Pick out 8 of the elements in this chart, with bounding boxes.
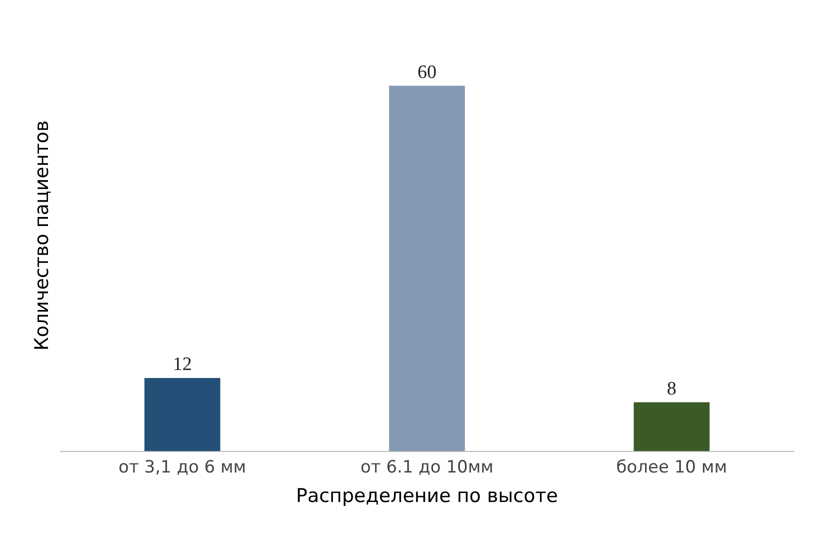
y-axis-title: Количество пациентов bbox=[30, 120, 53, 351]
data-label: 60 bbox=[418, 62, 436, 83]
data-label: 12 bbox=[172, 354, 192, 375]
data-label: 8 bbox=[666, 378, 676, 400]
x-axis-title: Распределение по высоте bbox=[296, 485, 558, 508]
x-tick-label: от 6.1 до 10мм bbox=[360, 457, 494, 478]
x-tick-label: от 3,1 до 6 мм bbox=[118, 457, 246, 478]
x-tick-label: более 10 мм bbox=[616, 457, 728, 478]
